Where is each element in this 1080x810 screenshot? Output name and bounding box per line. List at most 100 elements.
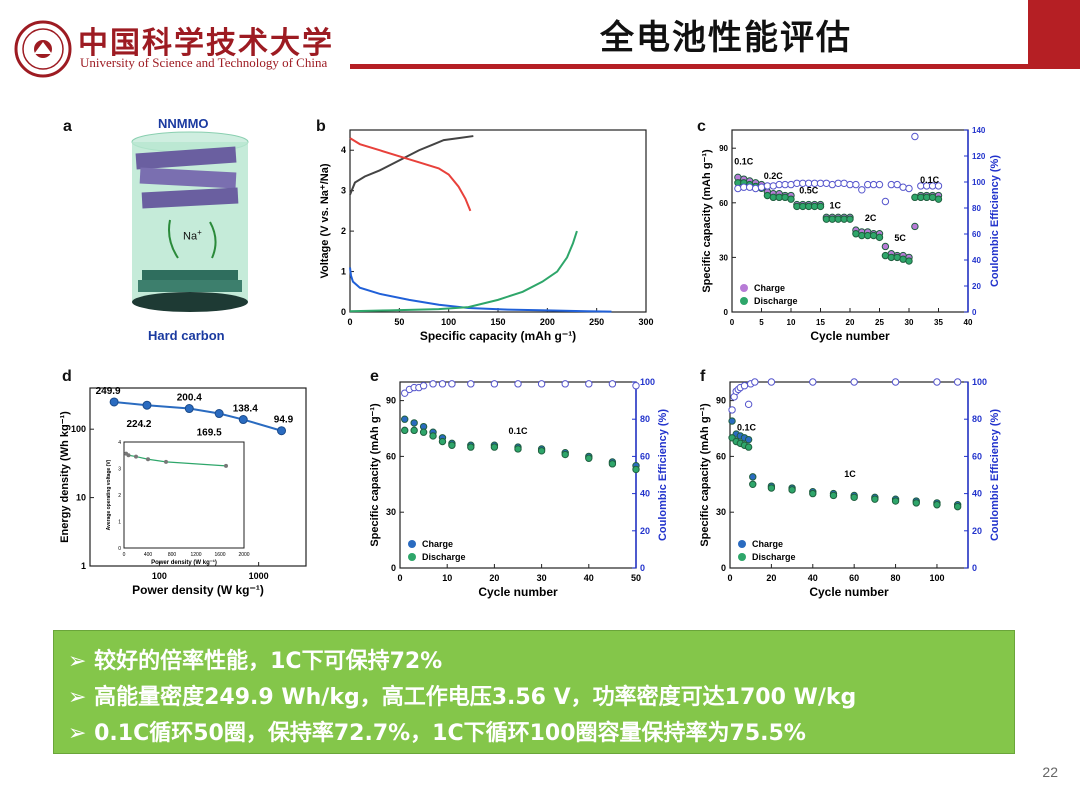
capacity-point [767, 484, 776, 492]
efficiency-point [419, 382, 428, 390]
efficiency-point [933, 378, 941, 386]
x-tick-label: 40 [964, 318, 973, 327]
x-tick-label: 100 [929, 573, 944, 583]
efficiency-point [953, 378, 962, 386]
y-tick-label: 0 [724, 308, 729, 317]
plot-frame [89, 387, 307, 567]
y2-tick-label: 20 [972, 526, 982, 536]
rate-label: 0.1C [920, 175, 940, 185]
x-axis-label: Cycle number [810, 329, 890, 343]
efficiency-point [822, 179, 831, 187]
series-line-1 [349, 137, 472, 212]
efficiency-point [875, 180, 884, 189]
capacity-point [875, 233, 884, 242]
y2-tick-label: 140 [972, 126, 986, 135]
panel-c-letter: c [697, 118, 706, 135]
x-tick-label: 0 [347, 317, 352, 327]
panel-a-letter: a [63, 118, 72, 135]
y-tick-label: 0 [721, 563, 726, 573]
capacity-point [749, 473, 757, 481]
summary-bullet-2: ➢ 高能量密度249.9 Wh/kg，高工作电压3.56 V，功率密度可达170… [68, 685, 857, 710]
capacity-point [438, 437, 447, 446]
y2-tick-label: 60 [972, 230, 981, 239]
capacity-point [608, 460, 617, 468]
x-tick-label: 15 [816, 318, 825, 327]
capacity-point [891, 497, 900, 505]
data-point [184, 404, 194, 414]
university-name-cn: 中国科学技术大学 [78, 26, 334, 61]
x-tick-label: 1000 [249, 571, 269, 581]
data-point [238, 415, 248, 425]
series-line-0 [114, 400, 282, 432]
capacity-point [881, 242, 890, 251]
inset-y-tick-label: 1 [118, 520, 121, 526]
y2-tick-label: 80 [640, 414, 650, 424]
cathode-label: NNMMO [158, 116, 209, 131]
data-point [214, 409, 224, 419]
capacity-point [846, 215, 854, 223]
inset-y-tick-label: 3 [118, 467, 121, 473]
x-tick-label: 25 [875, 318, 884, 327]
inset-point [146, 457, 150, 462]
y-tick-label: 90 [719, 144, 728, 153]
x-tick-label: 10 [787, 318, 796, 327]
x-axis-label: Specific capacity (mAh g⁻¹) [420, 329, 576, 343]
rate-label: 1C [844, 469, 856, 479]
y2-tick-label: 20 [972, 282, 981, 291]
efficiency-point [787, 180, 795, 189]
efficiency-point [448, 380, 456, 388]
capacity-point [561, 450, 569, 459]
y2-tick-label: 0 [640, 563, 645, 573]
efficiency-point [608, 380, 617, 388]
energy-value-label: 224.2 [126, 419, 151, 430]
university-name-en: University of Science and Technology of … [80, 55, 328, 70]
data-point [142, 400, 152, 410]
capacity-point [728, 417, 736, 425]
inset-frame [123, 441, 245, 549]
x-tick-label: 30 [905, 318, 914, 327]
efficiency-point [632, 382, 640, 390]
y2-tick-label: 80 [972, 414, 982, 424]
summary-bullet-1: ➢ 较好的倍率性能，1C下可保持72% [68, 649, 443, 674]
efficiency-point [490, 380, 499, 388]
rate-label: 5C [894, 233, 906, 243]
legend-label: Charge [422, 539, 453, 549]
legend-marker [740, 284, 748, 292]
capacity-point [911, 222, 919, 231]
inset-y-tick-label: 4 [118, 440, 121, 446]
rate-label: 1C [829, 200, 841, 210]
header-accent-block [1028, 0, 1080, 64]
inset-x-tick-label: 1200 [190, 552, 201, 558]
page-number: 22 [1042, 764, 1058, 780]
efficiency-point [751, 184, 760, 193]
y-tick-label: 30 [719, 253, 728, 262]
y-axis-label: Energy density (Wh kg⁻¹) [59, 411, 71, 543]
x-axis-label: Cycle number [478, 585, 558, 599]
x-tick-label: 5 [759, 318, 764, 327]
rate-label: 0.1C [734, 157, 754, 167]
capacity-point [448, 441, 456, 449]
capacity-point [744, 443, 753, 451]
efficiency-point [891, 378, 900, 386]
efficiency-point [899, 183, 907, 191]
plot-frame [349, 129, 647, 313]
energy-value-label: 169.5 [197, 428, 222, 439]
y-tick-label: 90 [716, 396, 726, 406]
efficiency-point [850, 378, 858, 386]
y-axis-label: Specific capacity (mAh g⁻¹) [699, 403, 711, 547]
x-tick-label: 50 [394, 317, 404, 327]
energy-value-label: 249.9 [96, 386, 121, 397]
x-tick-label: 10 [442, 573, 452, 583]
data-point [277, 426, 287, 436]
data-point [109, 397, 119, 407]
rate-label: 0.2C [764, 171, 784, 181]
y-axis-label: Specific capacity (mAh g⁻¹) [369, 403, 381, 547]
y2-tick-label: 60 [972, 451, 982, 461]
y-tick-label: 0 [391, 563, 396, 573]
y-axis-label: Voltage (V vs. Na⁺/Na) [319, 163, 331, 278]
capacity-point [809, 489, 817, 498]
inset-y-tick-label: 0 [118, 546, 121, 552]
x-axis-label: Power density (W kg⁻¹) [132, 583, 264, 597]
capacity-point [749, 480, 757, 489]
capacity-point [467, 443, 475, 451]
